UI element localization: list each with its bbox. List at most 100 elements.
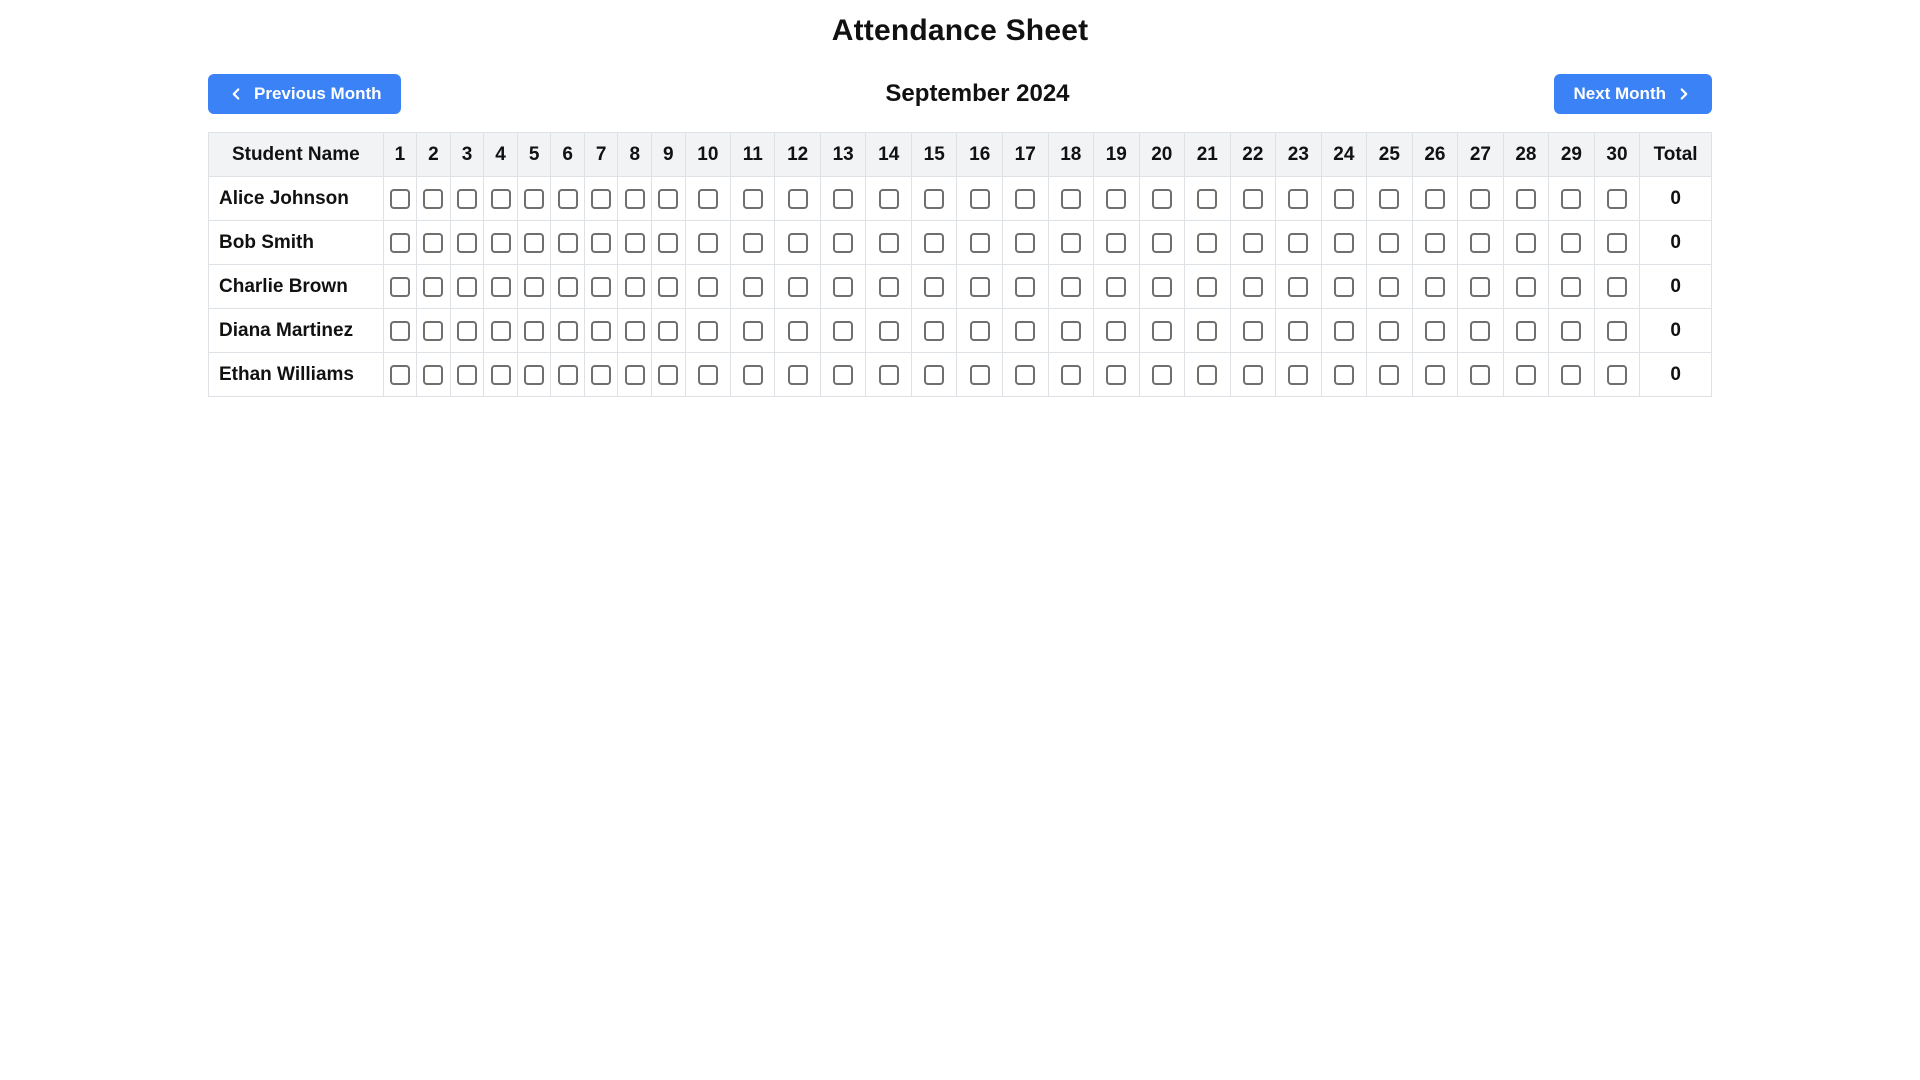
attendance-checkbox[interactable] xyxy=(787,232,808,253)
attendance-checkbox[interactable] xyxy=(389,188,410,209)
attendance-checkbox[interactable] xyxy=(742,364,763,385)
attendance-checkbox[interactable] xyxy=(1333,276,1354,297)
attendance-checkbox[interactable] xyxy=(557,364,578,385)
attendance-checkbox[interactable] xyxy=(591,364,612,385)
attendance-checkbox[interactable] xyxy=(1242,188,1263,209)
attendance-checkbox[interactable] xyxy=(389,320,410,341)
attendance-checkbox[interactable] xyxy=(457,232,477,253)
attendance-checkbox[interactable] xyxy=(1515,276,1536,297)
attendance-checkbox[interactable] xyxy=(1606,364,1627,385)
attendance-checkbox[interactable] xyxy=(697,364,718,385)
attendance-checkbox[interactable] xyxy=(423,232,444,253)
attendance-checkbox[interactable] xyxy=(1470,364,1491,385)
attendance-checkbox[interactable] xyxy=(742,232,763,253)
attendance-checkbox[interactable] xyxy=(1606,232,1627,253)
attendance-checkbox[interactable] xyxy=(1561,232,1582,253)
attendance-checkbox[interactable] xyxy=(833,320,854,341)
attendance-checkbox[interactable] xyxy=(1424,364,1445,385)
attendance-checkbox[interactable] xyxy=(624,232,645,253)
attendance-checkbox[interactable] xyxy=(1242,364,1263,385)
attendance-checkbox[interactable] xyxy=(1470,232,1491,253)
attendance-checkbox[interactable] xyxy=(1470,276,1491,297)
attendance-checkbox[interactable] xyxy=(423,188,444,209)
attendance-checkbox[interactable] xyxy=(1106,232,1127,253)
attendance-checkbox[interactable] xyxy=(1606,188,1627,209)
attendance-checkbox[interactable] xyxy=(624,364,645,385)
attendance-checkbox[interactable] xyxy=(524,232,545,253)
attendance-checkbox[interactable] xyxy=(969,364,990,385)
attendance-checkbox[interactable] xyxy=(1242,276,1263,297)
attendance-checkbox[interactable] xyxy=(624,320,645,341)
attendance-checkbox[interactable] xyxy=(1424,232,1445,253)
attendance-checkbox[interactable] xyxy=(878,276,899,297)
attendance-checkbox[interactable] xyxy=(524,364,545,385)
attendance-checkbox[interactable] xyxy=(742,320,763,341)
attendance-checkbox[interactable] xyxy=(1561,320,1582,341)
attendance-checkbox[interactable] xyxy=(591,276,612,297)
attendance-checkbox[interactable] xyxy=(1288,188,1309,209)
attendance-checkbox[interactable] xyxy=(658,320,679,341)
attendance-checkbox[interactable] xyxy=(1561,188,1582,209)
attendance-checkbox[interactable] xyxy=(924,232,945,253)
attendance-checkbox[interactable] xyxy=(591,188,612,209)
attendance-checkbox[interactable] xyxy=(557,232,578,253)
attendance-checkbox[interactable] xyxy=(1015,276,1036,297)
attendance-checkbox[interactable] xyxy=(969,188,990,209)
attendance-checkbox[interactable] xyxy=(624,276,645,297)
attendance-checkbox[interactable] xyxy=(557,320,578,341)
attendance-checkbox[interactable] xyxy=(524,276,545,297)
attendance-checkbox[interactable] xyxy=(1515,188,1536,209)
attendance-checkbox[interactable] xyxy=(1015,188,1036,209)
attendance-checkbox[interactable] xyxy=(557,188,578,209)
attendance-checkbox[interactable] xyxy=(1333,364,1354,385)
attendance-checkbox[interactable] xyxy=(787,188,808,209)
attendance-checkbox[interactable] xyxy=(969,320,990,341)
attendance-checkbox[interactable] xyxy=(1060,320,1081,341)
attendance-checkbox[interactable] xyxy=(1197,320,1218,341)
attendance-checkbox[interactable] xyxy=(1515,320,1536,341)
attendance-checkbox[interactable] xyxy=(1151,232,1172,253)
attendance-checkbox[interactable] xyxy=(787,320,808,341)
attendance-checkbox[interactable] xyxy=(1606,276,1627,297)
attendance-checkbox[interactable] xyxy=(658,232,679,253)
attendance-checkbox[interactable] xyxy=(969,276,990,297)
attendance-checkbox[interactable] xyxy=(1106,188,1127,209)
attendance-checkbox[interactable] xyxy=(389,364,410,385)
attendance-checkbox[interactable] xyxy=(697,276,718,297)
attendance-checkbox[interactable] xyxy=(524,320,545,341)
attendance-checkbox[interactable] xyxy=(742,188,763,209)
next-month-button[interactable]: Next Month xyxy=(1554,74,1712,114)
attendance-checkbox[interactable] xyxy=(1470,188,1491,209)
attendance-checkbox[interactable] xyxy=(969,232,990,253)
attendance-checkbox[interactable] xyxy=(1242,320,1263,341)
attendance-checkbox[interactable] xyxy=(742,276,763,297)
attendance-checkbox[interactable] xyxy=(833,276,854,297)
attendance-checkbox[interactable] xyxy=(1197,188,1218,209)
attendance-checkbox[interactable] xyxy=(1333,320,1354,341)
attendance-checkbox[interactable] xyxy=(1424,276,1445,297)
attendance-checkbox[interactable] xyxy=(490,232,511,253)
attendance-checkbox[interactable] xyxy=(1151,364,1172,385)
attendance-checkbox[interactable] xyxy=(1333,232,1354,253)
attendance-checkbox[interactable] xyxy=(490,188,511,209)
attendance-checkbox[interactable] xyxy=(457,320,477,341)
attendance-checkbox[interactable] xyxy=(423,276,444,297)
attendance-checkbox[interactable] xyxy=(1288,232,1309,253)
attendance-checkbox[interactable] xyxy=(591,320,612,341)
attendance-checkbox[interactable] xyxy=(1561,364,1582,385)
attendance-checkbox[interactable] xyxy=(1515,232,1536,253)
attendance-checkbox[interactable] xyxy=(1424,188,1445,209)
attendance-checkbox[interactable] xyxy=(423,320,444,341)
attendance-checkbox[interactable] xyxy=(1015,232,1036,253)
attendance-checkbox[interactable] xyxy=(423,364,444,385)
attendance-checkbox[interactable] xyxy=(1379,320,1400,341)
attendance-checkbox[interactable] xyxy=(1288,364,1309,385)
attendance-checkbox[interactable] xyxy=(697,232,718,253)
attendance-checkbox[interactable] xyxy=(924,364,945,385)
attendance-checkbox[interactable] xyxy=(833,188,854,209)
attendance-checkbox[interactable] xyxy=(490,364,511,385)
attendance-checkbox[interactable] xyxy=(658,364,679,385)
attendance-checkbox[interactable] xyxy=(1470,320,1491,341)
attendance-checkbox[interactable] xyxy=(457,188,477,209)
attendance-checkbox[interactable] xyxy=(878,232,899,253)
